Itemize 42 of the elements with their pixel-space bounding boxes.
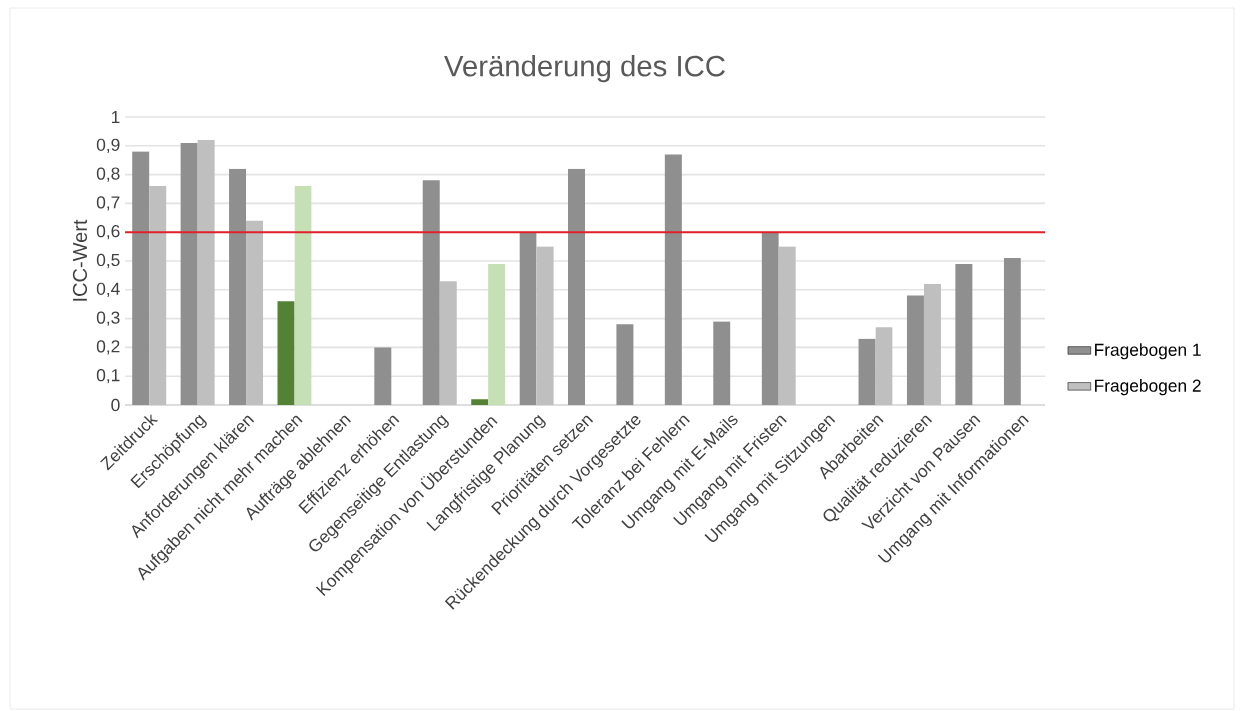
bar [923,284,941,405]
bar [761,232,779,405]
bar [294,186,312,405]
bar [277,301,295,405]
bar [955,263,973,405]
bar [229,168,247,405]
bar [149,186,167,405]
chart-title: Veränderung des ICC [444,54,725,83]
y-tick-label: 0,2 [96,340,120,355]
bar [1003,258,1021,405]
y-tick-label: 0 [111,398,120,412]
bar [858,338,876,405]
bar [246,220,264,405]
bar [422,180,440,405]
bar [197,140,215,405]
y-tick-label: 0,7 [96,196,120,211]
bar [439,281,457,405]
bar [616,324,634,405]
bar [471,399,489,405]
legend-label: Fragebogen 1 [1095,343,1201,360]
y-axis-title: ICC-Wert [72,219,88,301]
y-tick-label: 0,9 [96,138,120,153]
bar [664,154,682,405]
bar [875,327,893,405]
bar [180,142,198,405]
y-tick-label: 0,5 [96,253,120,269]
bar [519,232,537,405]
bar [132,151,150,405]
bar [568,168,585,405]
legend-label: Fragebogen 2 [1095,379,1201,396]
bar [778,246,796,405]
bar [536,246,554,405]
y-tick-label: 0,4 [96,282,120,297]
y-tick-label: 0,1 [96,369,120,384]
bar [374,347,392,405]
bar [713,321,731,405]
y-tick-label: 0,6 [96,225,120,240]
y-tick-label: 0,8 [96,167,120,182]
bar [488,263,506,405]
bar [906,295,924,405]
y-tick-label: 0,3 [96,311,120,326]
y-tick-label: 1 [111,111,120,123]
